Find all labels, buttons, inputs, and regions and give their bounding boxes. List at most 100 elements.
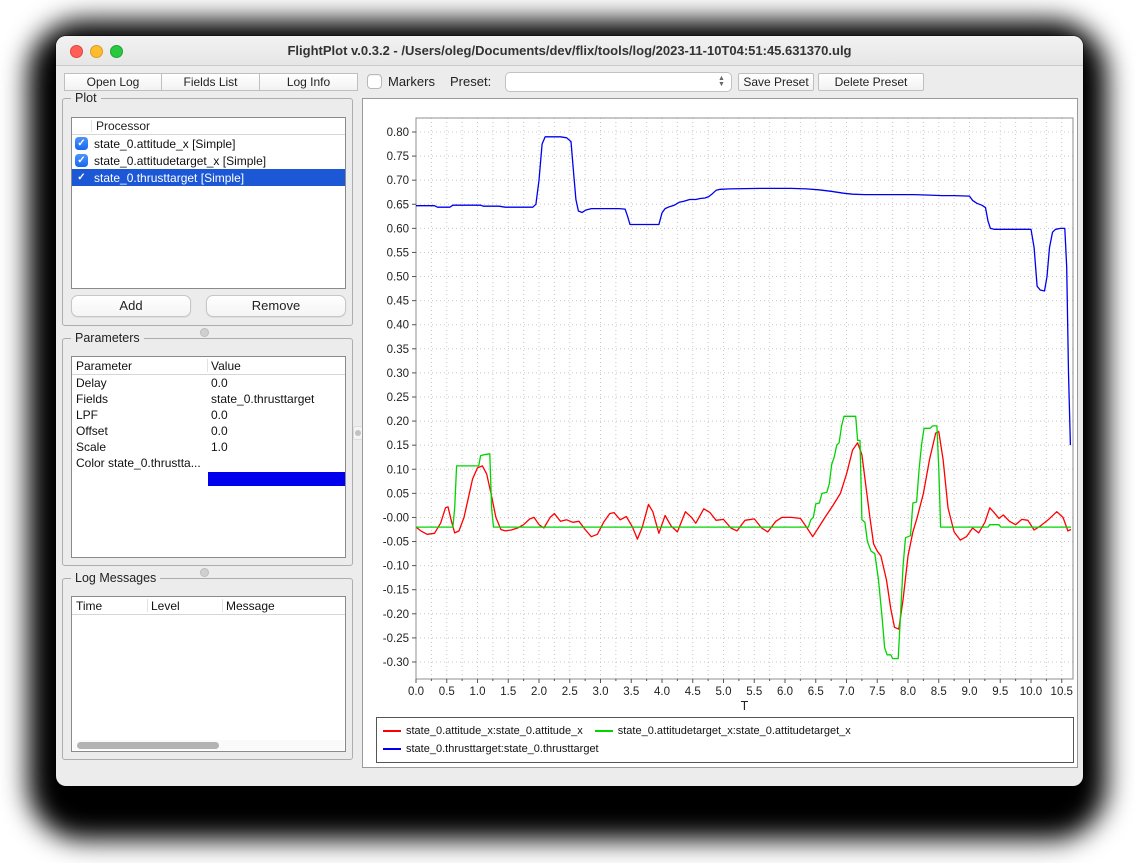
item-checkbox[interactable]: ✓ (75, 171, 88, 184)
parameter-row[interactable]: Fieldsstate_0.thrusttarget (72, 391, 345, 407)
parameters-table-header: Parameter Value (72, 357, 345, 375)
svg-text:9.5: 9.5 (992, 686, 1008, 698)
item-label: state_0.thrusttarget [Simple] (94, 171, 244, 185)
log-messages-group: Log Messages Time Level Message (62, 578, 353, 760)
item-label: state_0.attitudetarget_x [Simple] (94, 154, 266, 168)
markers-checkbox[interactable] (367, 74, 382, 89)
add-button[interactable]: Add (71, 295, 191, 317)
svg-text:5.0: 5.0 (716, 686, 732, 698)
svg-text:0.15: 0.15 (387, 440, 409, 452)
delete-preset-button[interactable]: Delete Preset (818, 73, 924, 91)
svg-text:0.75: 0.75 (387, 151, 409, 163)
parameter-value[interactable] (207, 455, 345, 471)
combobox-stepper-icon[interactable]: ▲▼ (714, 74, 729, 90)
svg-text:2.5: 2.5 (562, 686, 578, 698)
markers-label: Markers (388, 73, 435, 91)
svg-text:5.5: 5.5 (746, 686, 762, 698)
splitter-handle-bottom[interactable] (200, 568, 209, 577)
svg-text:-0.30: -0.30 (383, 657, 409, 669)
open-log-button[interactable]: Open Log (64, 73, 162, 91)
svg-text:3.0: 3.0 (593, 686, 609, 698)
svg-text:-0.20: -0.20 (383, 609, 409, 621)
parameter-name: Fields (72, 391, 207, 407)
svg-text:0.35: 0.35 (387, 344, 409, 356)
parameter-column-header: Parameter (72, 357, 207, 374)
parameter-value[interactable]: 1.0 (207, 439, 345, 455)
log-messages-group-title: Log Messages (71, 571, 160, 585)
svg-text:8.5: 8.5 (931, 686, 947, 698)
parameter-value[interactable]: 0.0 (207, 375, 345, 391)
processor-list-item[interactable]: ✓ state_0.thrusttarget [Simple] (72, 169, 345, 186)
log-table-header: Time Level Message (72, 597, 345, 615)
svg-text:8.0: 8.0 (900, 686, 916, 698)
parameters-table[interactable]: Parameter Value Delay0.0Fieldsstate_0.th… (71, 356, 346, 558)
fields-list-button[interactable]: Fields List (161, 73, 260, 91)
svg-text:0.20: 0.20 (387, 416, 409, 428)
color-swatch[interactable] (208, 472, 346, 486)
legend-label: state_0.attitude_x:state_0.attitude_x (406, 725, 583, 737)
svg-text:1.5: 1.5 (500, 686, 516, 698)
parameter-row[interactable]: Color state_0.thrustta... (72, 455, 345, 471)
time-column-header: Time (72, 597, 147, 614)
parameter-row[interactable]: Scale1.0 (72, 439, 345, 455)
app-window: FlightPlot v.0.3.2 - /Users/oleg/Documen… (56, 36, 1083, 786)
parameter-name: Scale (72, 439, 207, 455)
splitter-handle-top[interactable] (200, 328, 209, 337)
parameter-name: Delay (72, 375, 207, 391)
parameter-row[interactable]: Delay0.0 (72, 375, 345, 391)
title-bar: FlightPlot v.0.3.2 - /Users/oleg/Documen… (56, 36, 1083, 66)
svg-text:6.5: 6.5 (808, 686, 824, 698)
svg-text:0.30: 0.30 (387, 368, 409, 380)
legend-item: state_0.thrusttarget:state_0.thrusttarge… (383, 743, 599, 755)
parameter-value[interactable]: state_0.thrusttarget (207, 391, 345, 407)
svg-text:-0.00: -0.00 (383, 512, 409, 524)
horizontal-scrollbar[interactable] (73, 740, 344, 750)
svg-text:-0.25: -0.25 (383, 633, 409, 645)
legend-row: state_0.attitude_x:state_0.attitude_x sta… (383, 722, 1067, 740)
processor-list-item[interactable]: ✓ state_0.attitudetarget_x [Simple] (72, 152, 345, 169)
message-column-header: Message (222, 597, 345, 614)
legend-swatch (383, 730, 401, 732)
svg-text:3.5: 3.5 (623, 686, 639, 698)
remove-button[interactable]: Remove (206, 295, 346, 317)
legend-item: state_0.attitude_x:state_0.attitude_x (383, 725, 583, 737)
item-checkbox[interactable]: ✓ (75, 154, 88, 167)
parameter-row[interactable]: Offset0.0 (72, 423, 345, 439)
legend-label: state_0.attitudetarget_x:state_0.attitud… (618, 725, 851, 737)
log-info-button[interactable]: Log Info (259, 73, 358, 91)
parameter-name: Color state_0.thrustta... (72, 455, 207, 471)
svg-text:0.45: 0.45 (387, 296, 409, 308)
parameter-row[interactable]: LPF0.0 (72, 407, 345, 423)
parameter-value[interactable]: 0.0 (207, 407, 345, 423)
svg-text:7.0: 7.0 (839, 686, 855, 698)
processor-list[interactable]: Processor ✓state_0.attitude_x [Simple]✓s… (71, 117, 346, 289)
save-preset-button[interactable]: Save Preset (738, 73, 814, 91)
svg-text:0.25: 0.25 (387, 392, 409, 404)
scrollbar-thumb[interactable] (77, 742, 219, 749)
chart-canvas[interactable]: 0.00.51.01.52.02.53.03.54.04.55.05.56.06… (363, 99, 1077, 713)
item-checkbox[interactable]: ✓ (75, 137, 88, 150)
legend-label: state_0.thrusttarget:state_0.thrusttarge… (406, 743, 599, 755)
preset-combobox[interactable]: ▲▼ (505, 72, 732, 92)
parameter-value[interactable]: 0.0 (207, 423, 345, 439)
svg-text:-0.15: -0.15 (383, 585, 409, 597)
processor-list-body: ✓state_0.attitude_x [Simple]✓state_0.att… (72, 135, 345, 186)
chart-pane: 0.00.51.01.52.02.53.03.54.04.55.05.56.06… (362, 98, 1078, 768)
svg-text:0.50: 0.50 (387, 272, 409, 284)
svg-text:-0.05: -0.05 (383, 537, 409, 549)
plot-group-title: Plot (71, 91, 101, 105)
chart-legend: state_0.attitude_x:state_0.attitude_xsta… (376, 717, 1074, 763)
legend-swatch (595, 730, 613, 732)
svg-text:-0.10: -0.10 (383, 561, 409, 573)
parameters-table-body: Delay0.0Fieldsstate_0.thrusttargetLPF0.0… (72, 375, 345, 471)
parameters-group-title: Parameters (71, 331, 144, 345)
svg-text:0.70: 0.70 (387, 175, 409, 187)
svg-text:4.5: 4.5 (685, 686, 701, 698)
svg-text:0.55: 0.55 (387, 247, 409, 259)
svg-text:0.05: 0.05 (387, 488, 409, 500)
svg-text:9.0: 9.0 (962, 686, 978, 698)
legend-swatch (383, 748, 401, 750)
value-column-header: Value (207, 357, 345, 374)
svg-text:0.5: 0.5 (439, 686, 455, 698)
processor-list-item[interactable]: ✓state_0.attitude_x [Simple] (72, 135, 345, 152)
